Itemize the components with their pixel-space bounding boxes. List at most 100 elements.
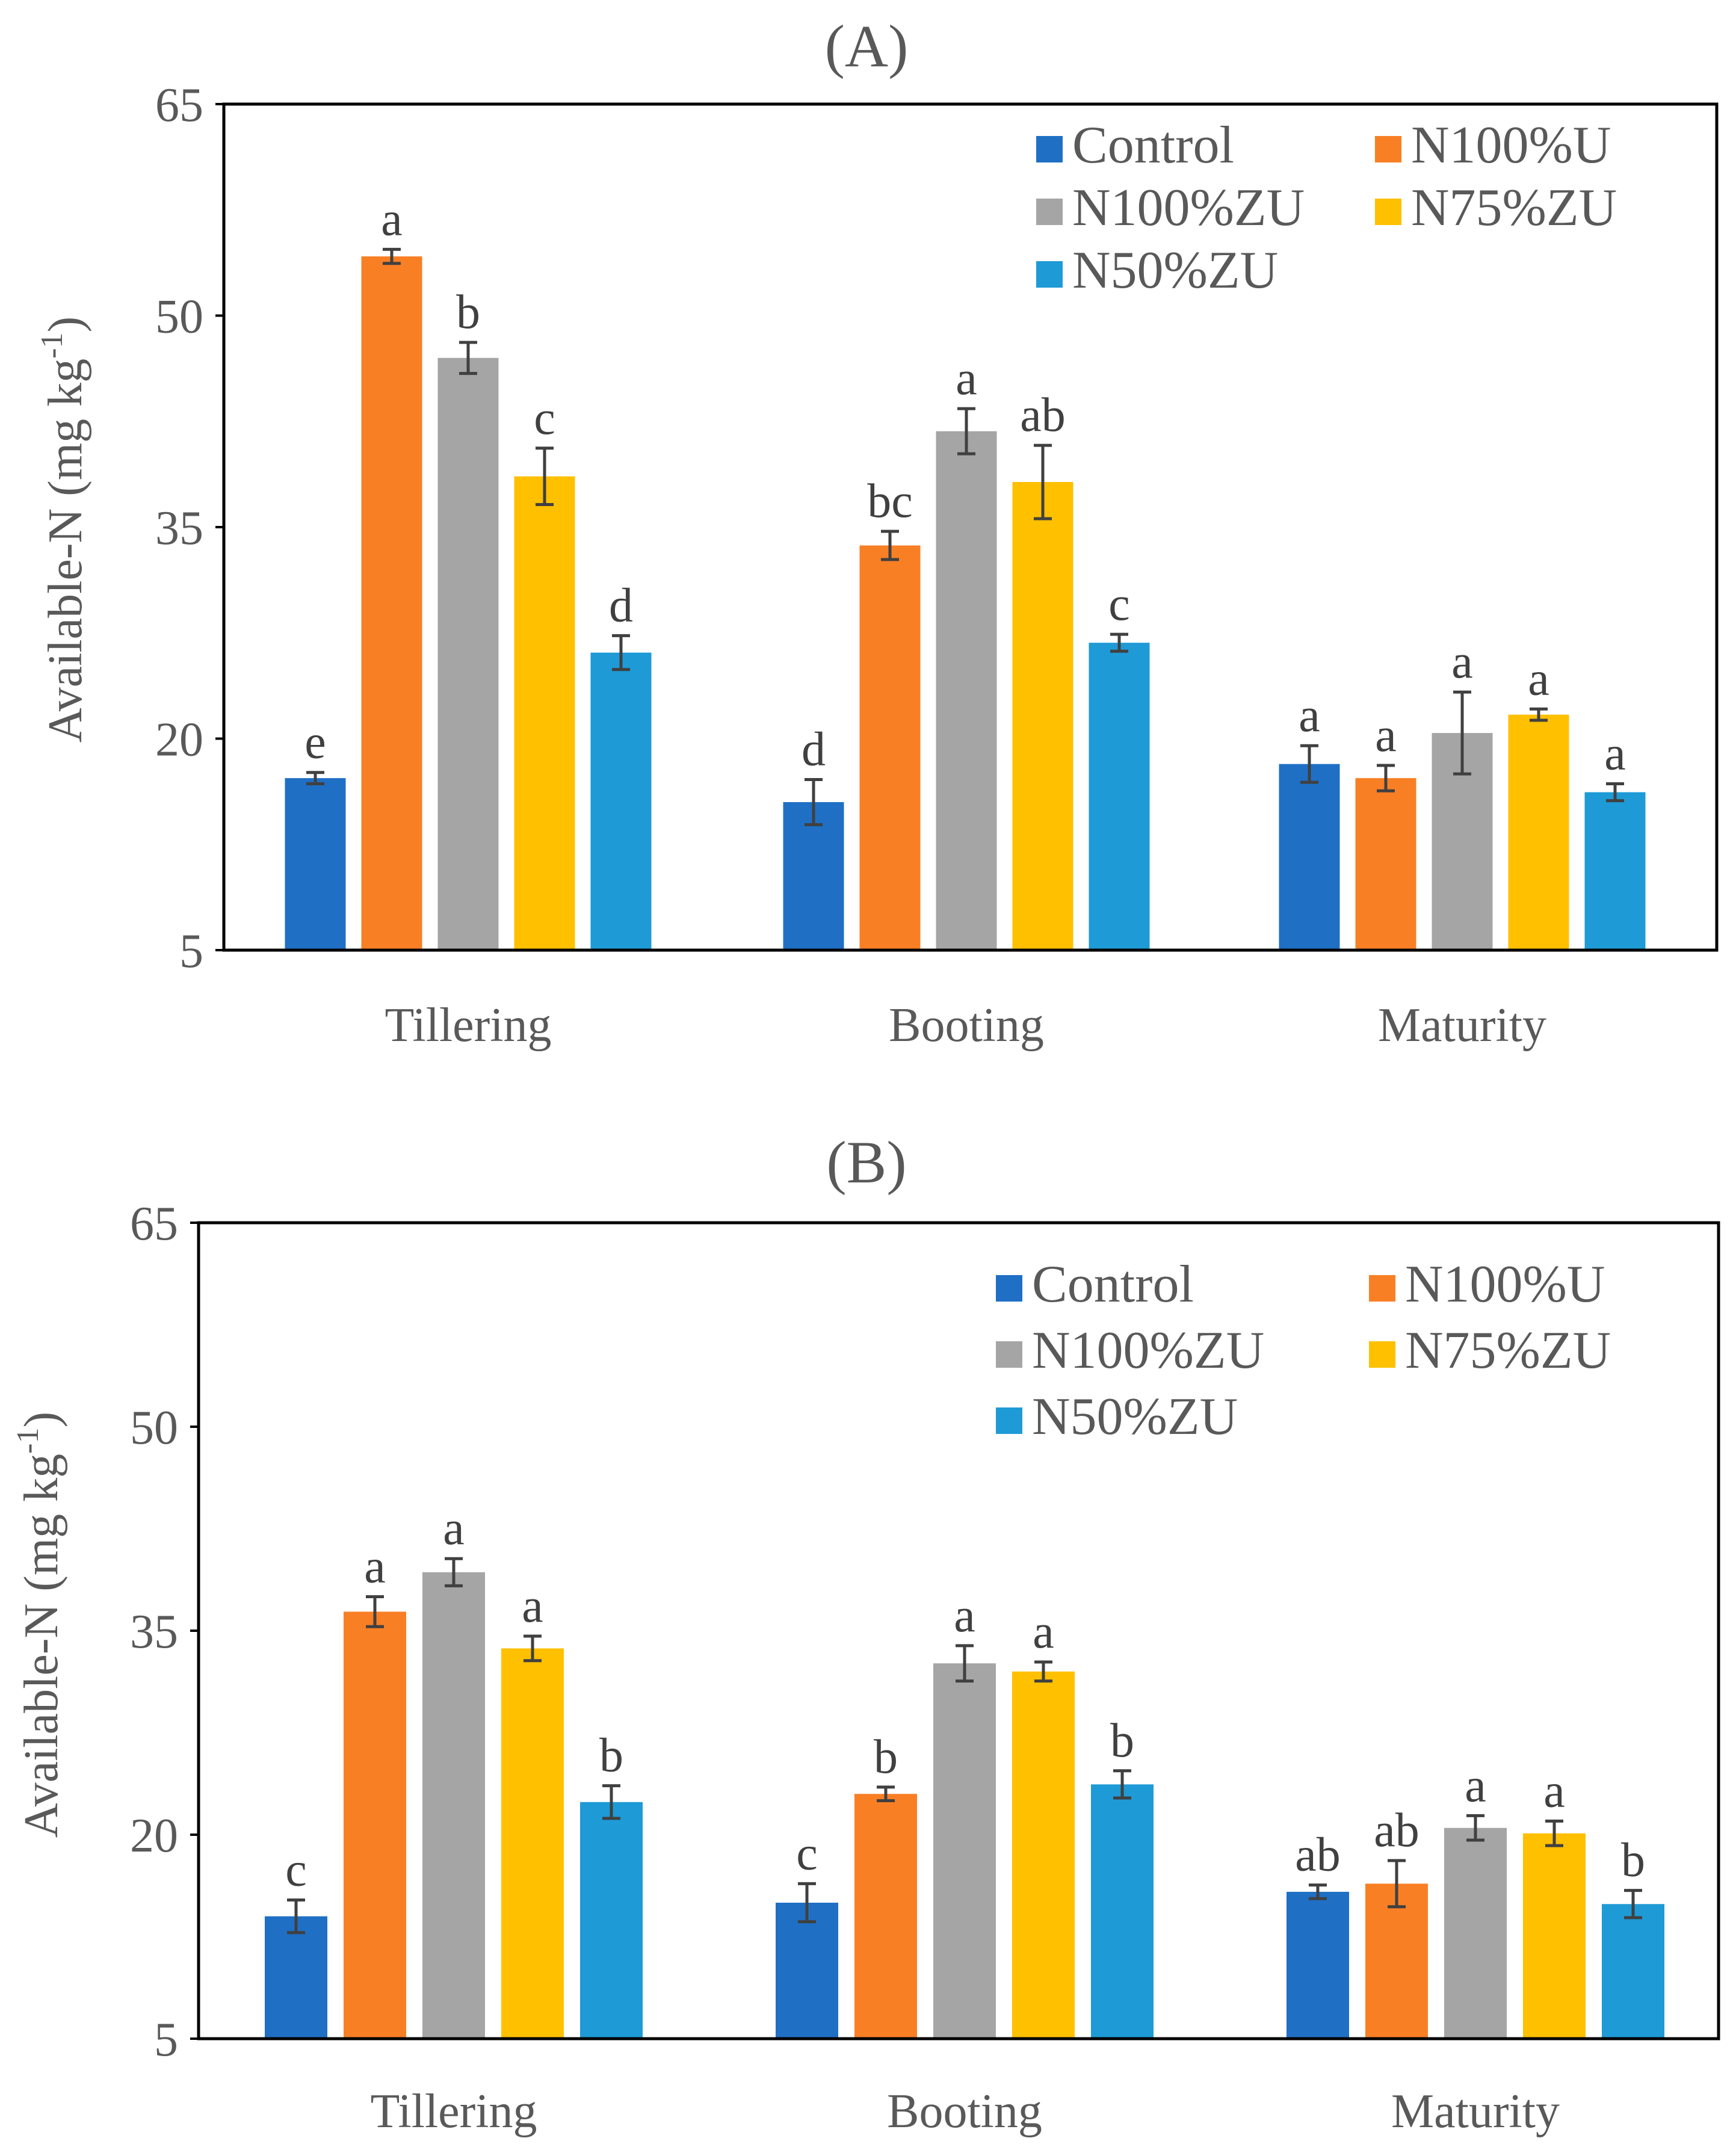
legend-label: N50%ZU: [1072, 241, 1278, 300]
significance-letter: a: [1299, 689, 1320, 742]
significance-letter: b: [599, 1729, 623, 1782]
significance-letter: b: [1110, 1714, 1134, 1767]
significance-letter: a: [1604, 727, 1626, 780]
y-tick-label: 20: [155, 714, 203, 767]
y-axis-label: Available-N (mg kg-1): [11, 1412, 68, 1838]
bar: [936, 431, 997, 950]
bar: [859, 545, 921, 950]
significance-letter: a: [1451, 635, 1473, 688]
significance-letter: a: [381, 193, 403, 246]
y-axis-label-close: ): [39, 317, 92, 333]
legend-label: N100%ZU: [1032, 1321, 1264, 1380]
plot-frame: [222, 102, 1719, 952]
bar: [933, 1663, 996, 2039]
plot-frame: [197, 1221, 1720, 2040]
chart-title: (A): [825, 13, 909, 79]
y-tick-label: 50: [130, 1401, 178, 1454]
y-tick-label: 5: [179, 925, 203, 978]
legend-swatch: [996, 1341, 1022, 1368]
bar: [1279, 764, 1340, 950]
x-category-label: Maturity: [1378, 999, 1546, 1052]
y-axis-ticks: 5 20 35 50 65: [155, 79, 224, 978]
bar: [1091, 1784, 1154, 2039]
significance-letter: c: [796, 1827, 818, 1880]
y-axis-label-text: Available-N (mg kg: [15, 1454, 68, 1838]
legend-swatch: [1369, 1275, 1395, 1302]
bar: [361, 256, 422, 951]
y-axis-label-text: Available-N (mg kg: [39, 359, 92, 743]
significance-letter: c: [534, 392, 555, 445]
significance-letter: b: [874, 1731, 898, 1784]
y-tick-label: 35: [130, 1605, 178, 1658]
legend-swatch: [1375, 199, 1401, 225]
bar: [783, 802, 844, 950]
bar: [1508, 714, 1569, 950]
x-axis-categories: Tillering Booting Maturity: [385, 999, 1546, 1052]
bar: [344, 1611, 406, 2039]
bar: [1287, 1891, 1349, 2039]
x-category-label: Tillering: [385, 999, 551, 1052]
bar: [285, 778, 346, 950]
legend-label: Control: [1072, 116, 1234, 175]
legend-swatch: [1375, 136, 1401, 162]
legend-swatch: [1369, 1341, 1395, 1368]
x-category-label: Booting: [887, 2085, 1042, 2138]
bar: [1355, 778, 1416, 950]
bar: [1365, 1883, 1428, 2039]
y-axis-ticks: 5 20 35 50 65: [130, 1197, 199, 2066]
panel-a: (A) Available-N (mg kg-1) 5 20 35 50 65 e a bc…: [35, 13, 1719, 1052]
chart-title: (B): [826, 1129, 906, 1196]
bar: [422, 1572, 485, 2039]
legend-swatch: [1036, 136, 1063, 162]
significance-letter: bc: [867, 475, 913, 528]
y-axis-label-superscript: -1: [11, 1427, 45, 1453]
bar: [776, 1903, 838, 2039]
legend-label: N50%ZU: [1032, 1388, 1238, 1446]
y-axis-label-superscript: -1: [35, 332, 69, 358]
bar: [580, 1802, 643, 2039]
y-axis-label-close: ): [15, 1412, 68, 1428]
significance-letter: e: [304, 716, 326, 769]
significance-letter: a: [522, 1580, 543, 1633]
significance-letter: a: [1375, 709, 1397, 762]
y-tick-label: 50: [155, 291, 203, 344]
legend: Control N100%U N100%ZU N75%ZU N50%ZU: [1036, 116, 1617, 300]
legend-swatch: [1036, 261, 1063, 288]
legend: Control N100%U N100%ZU N75%ZU N50%ZU: [996, 1255, 1611, 1446]
y-tick-label: 35: [155, 502, 203, 555]
bar: [1602, 1904, 1664, 2039]
significance-letter: c: [285, 1843, 307, 1896]
bar: [854, 1794, 917, 2039]
significance-letter: d: [609, 579, 633, 632]
y-tick-label: 20: [130, 1809, 178, 1862]
bar: [1444, 1827, 1507, 2039]
legend-swatch: [1036, 199, 1063, 225]
bar: [1523, 1833, 1586, 2039]
significance-letter: ab: [1295, 1829, 1341, 1882]
significance-letter: a: [1528, 652, 1549, 705]
legend-label: N100%U: [1411, 116, 1611, 175]
bar: [514, 476, 575, 950]
significance-letter: a: [1465, 1759, 1486, 1812]
bar: [1584, 792, 1646, 950]
legend-label: N75%ZU: [1405, 1321, 1611, 1380]
x-category-label: Tillering: [370, 2085, 537, 2138]
bar: [1012, 1671, 1075, 2039]
x-category-label: Booting: [889, 999, 1044, 1052]
legend-label: N100%ZU: [1072, 179, 1305, 237]
legend-label: N100%U: [1405, 1255, 1605, 1314]
significance-letter: a: [364, 1540, 386, 1593]
significance-letter: d: [802, 723, 826, 776]
y-tick-label: 65: [155, 79, 203, 132]
y-tick-label: 65: [130, 1197, 178, 1250]
significance-letter: a: [956, 352, 977, 405]
significance-letter: ab: [1374, 1804, 1419, 1857]
significance-letter: a: [1543, 1764, 1565, 1817]
y-axis-label: Available-N (mg kg-1): [35, 317, 92, 743]
legend-swatch: [996, 1275, 1022, 1302]
bar: [1012, 482, 1073, 950]
x-axis-categories: Tillering Booting Maturity: [370, 2085, 1560, 2138]
